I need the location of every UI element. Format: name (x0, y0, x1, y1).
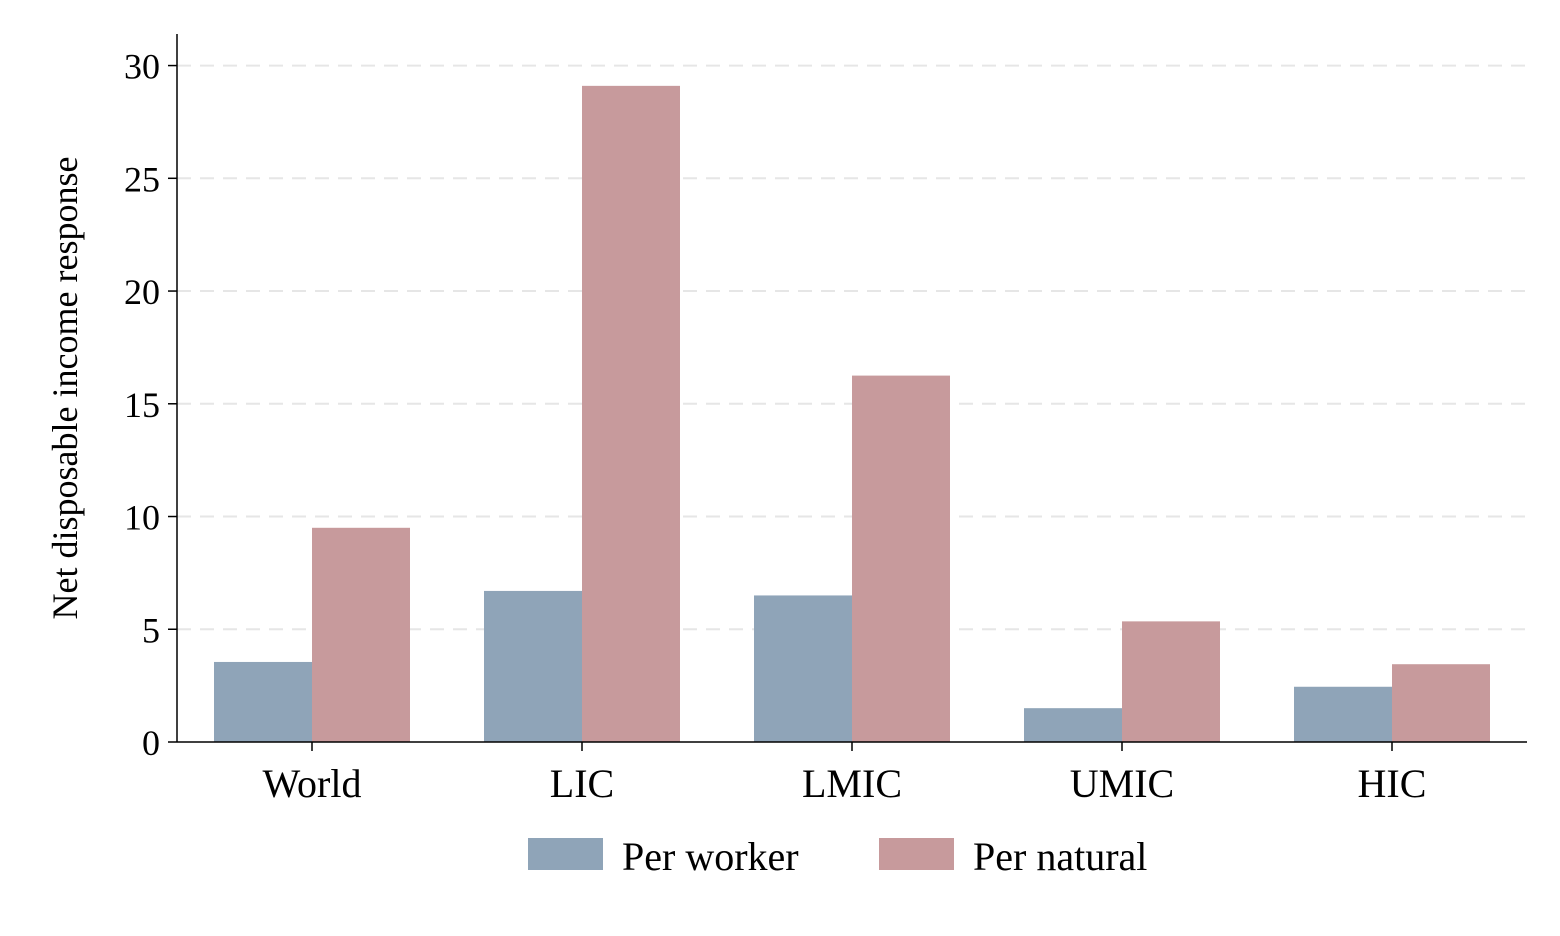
y-tick-label: 10 (124, 498, 160, 538)
y-tick-label: 20 (124, 272, 160, 312)
bar-per-natural-lmic (852, 375, 950, 742)
bar-per-natural-world (312, 527, 410, 742)
bar-per-natural-lic (582, 85, 680, 743)
y-tick-label: 15 (124, 385, 160, 425)
y-tick-label: 25 (124, 159, 160, 199)
y-tick-label: 5 (142, 610, 160, 650)
bar-per-worker-hic (1294, 686, 1392, 742)
bar-per-worker-lic (484, 590, 582, 742)
x-ticks: World LIC LMIC UMIC HIC (263, 742, 1427, 806)
legend-swatch (528, 838, 603, 870)
x-tick-label: HIC (1358, 761, 1427, 806)
bar-per-natural-umic (1122, 621, 1220, 742)
bar-per-natural-hic (1392, 664, 1490, 742)
y-tick-label: 30 (124, 47, 160, 87)
y-axis-label: Net disposable income response (45, 157, 85, 620)
legend-label: Per natural (973, 834, 1147, 879)
bar-per-worker-umic (1024, 708, 1122, 742)
y-ticks: 0 5 10 15 20 25 30 (124, 47, 177, 763)
y-tick-label: 0 (142, 723, 160, 763)
legend: Per worker Per natural (528, 834, 1147, 879)
x-tick-label: World (263, 761, 362, 806)
x-tick-label: LMIC (802, 761, 902, 806)
bar-per-worker-lmic (754, 595, 852, 742)
x-tick-label: UMIC (1070, 761, 1174, 806)
x-tick-label: LIC (550, 761, 614, 806)
legend-swatch (879, 838, 954, 870)
legend-label: Per worker (622, 834, 799, 879)
bars (214, 85, 1490, 743)
bar-per-worker-world (214, 661, 312, 742)
